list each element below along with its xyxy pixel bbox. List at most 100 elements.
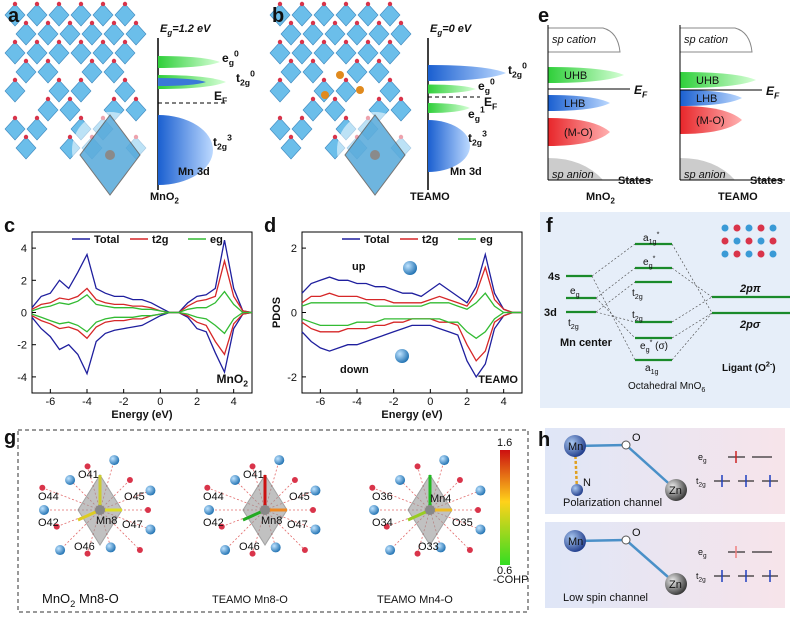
level-label: t2g0 bbox=[236, 69, 255, 88]
mn-atom bbox=[105, 150, 115, 160]
atom bbox=[310, 524, 321, 535]
atom-label: O41 bbox=[243, 469, 264, 481]
colorbar bbox=[500, 450, 510, 565]
oxygen-atom bbox=[67, 20, 73, 26]
material-label: TEAMO bbox=[410, 191, 450, 203]
panel-label: g bbox=[4, 427, 16, 449]
organic-atom bbox=[356, 86, 364, 94]
label-part: 2g bbox=[699, 482, 707, 489]
atom-label: O bbox=[632, 432, 641, 444]
label-part: g bbox=[646, 345, 650, 354]
bond bbox=[429, 479, 461, 511]
oxygen-atom bbox=[332, 96, 338, 102]
octahedron bbox=[26, 3, 48, 27]
atom bbox=[439, 455, 450, 466]
atom bbox=[466, 547, 473, 554]
octahedron bbox=[313, 3, 335, 27]
oxygen-atom bbox=[34, 39, 40, 45]
octahedron bbox=[280, 22, 302, 46]
band-label: sp cation bbox=[684, 34, 728, 46]
y-tick-label: 2 bbox=[21, 275, 27, 287]
oxygen-atom bbox=[398, 96, 404, 102]
atom bbox=[475, 524, 486, 535]
label-part: E bbox=[634, 83, 643, 97]
octahedron bbox=[346, 60, 368, 84]
oxygen-atom bbox=[23, 20, 29, 26]
gap-label: Eg=1.2 eV bbox=[160, 23, 212, 37]
oxygen-atom bbox=[277, 77, 283, 83]
connector bbox=[591, 243, 636, 277]
oxygen-atom bbox=[133, 96, 139, 102]
atom bbox=[136, 547, 143, 554]
atom bbox=[414, 550, 421, 557]
crystal-atom bbox=[733, 237, 741, 245]
label-part: 1g bbox=[651, 367, 659, 376]
bond bbox=[252, 466, 266, 511]
oxygen-atom bbox=[67, 134, 73, 140]
band bbox=[680, 90, 742, 106]
label-part: * bbox=[650, 338, 653, 347]
label-part: e bbox=[222, 51, 229, 65]
connector bbox=[671, 243, 713, 314]
octahedron bbox=[59, 22, 81, 46]
oxygen-atom bbox=[45, 20, 51, 26]
band-label: UHB bbox=[564, 70, 587, 82]
octahedron bbox=[368, 60, 390, 84]
caption: TEAMO Mn4-O bbox=[377, 594, 453, 606]
oxygen-atom bbox=[23, 134, 29, 140]
level-label: eg bbox=[698, 452, 707, 465]
octahedron bbox=[26, 41, 48, 65]
atom bbox=[218, 523, 225, 530]
legend-label: eg bbox=[210, 234, 223, 246]
orbital-label: Mn 3d bbox=[450, 166, 482, 178]
label-part: e bbox=[643, 257, 649, 268]
oxygen-atom bbox=[45, 58, 51, 64]
annotation: TEAMO bbox=[478, 374, 518, 386]
panel-label: b bbox=[272, 5, 284, 27]
legend-label: Total bbox=[94, 234, 119, 246]
oxygen-atom bbox=[376, 58, 382, 64]
pdos-line bbox=[31, 239, 253, 314]
atom bbox=[665, 573, 687, 595]
octahedron bbox=[379, 3, 401, 27]
crystal-atom bbox=[757, 237, 765, 245]
band bbox=[428, 65, 506, 81]
level-label: 2pπ bbox=[739, 283, 761, 295]
oxygen-atom bbox=[299, 115, 305, 121]
oxygen-atom bbox=[376, 96, 382, 102]
oxygen-atom bbox=[310, 96, 316, 102]
oxygen-atom bbox=[354, 20, 360, 26]
atom-label: Mn bbox=[568, 536, 583, 548]
colorbar-max: 1.6 bbox=[497, 437, 512, 449]
label-part: Mn8-O bbox=[75, 591, 118, 606]
label-part: 2 bbox=[174, 196, 179, 205]
fermi-label: EF bbox=[766, 84, 780, 101]
octahedron bbox=[379, 79, 401, 103]
octahedron bbox=[70, 41, 92, 65]
mn-atom bbox=[370, 150, 380, 160]
atom bbox=[274, 455, 285, 466]
atom bbox=[230, 474, 241, 485]
oxygen-atom bbox=[387, 39, 393, 45]
band-label: sp anion bbox=[684, 169, 726, 181]
label-part: t bbox=[468, 131, 472, 145]
atom-label: Mn4 bbox=[430, 493, 451, 505]
level-label: t2g0 bbox=[508, 61, 527, 80]
octahedron bbox=[70, 79, 92, 103]
octahedron bbox=[291, 117, 313, 141]
bond bbox=[264, 479, 296, 511]
panel-label: h bbox=[538, 429, 550, 451]
oxygen-atom bbox=[122, 77, 128, 83]
oxygen-atom bbox=[34, 115, 40, 121]
caption: TEAMO Mn8-O bbox=[212, 594, 288, 606]
octahedron bbox=[302, 22, 324, 46]
octahedron bbox=[313, 79, 335, 103]
label-part: 0 bbox=[250, 69, 255, 79]
atom-label: O44 bbox=[38, 491, 59, 503]
level-label: eg1 bbox=[468, 105, 485, 124]
level-label: eg* bbox=[643, 254, 656, 271]
label-part: e bbox=[640, 341, 646, 352]
sp-cation bbox=[679, 27, 753, 53]
band-label: LHB bbox=[696, 93, 717, 105]
